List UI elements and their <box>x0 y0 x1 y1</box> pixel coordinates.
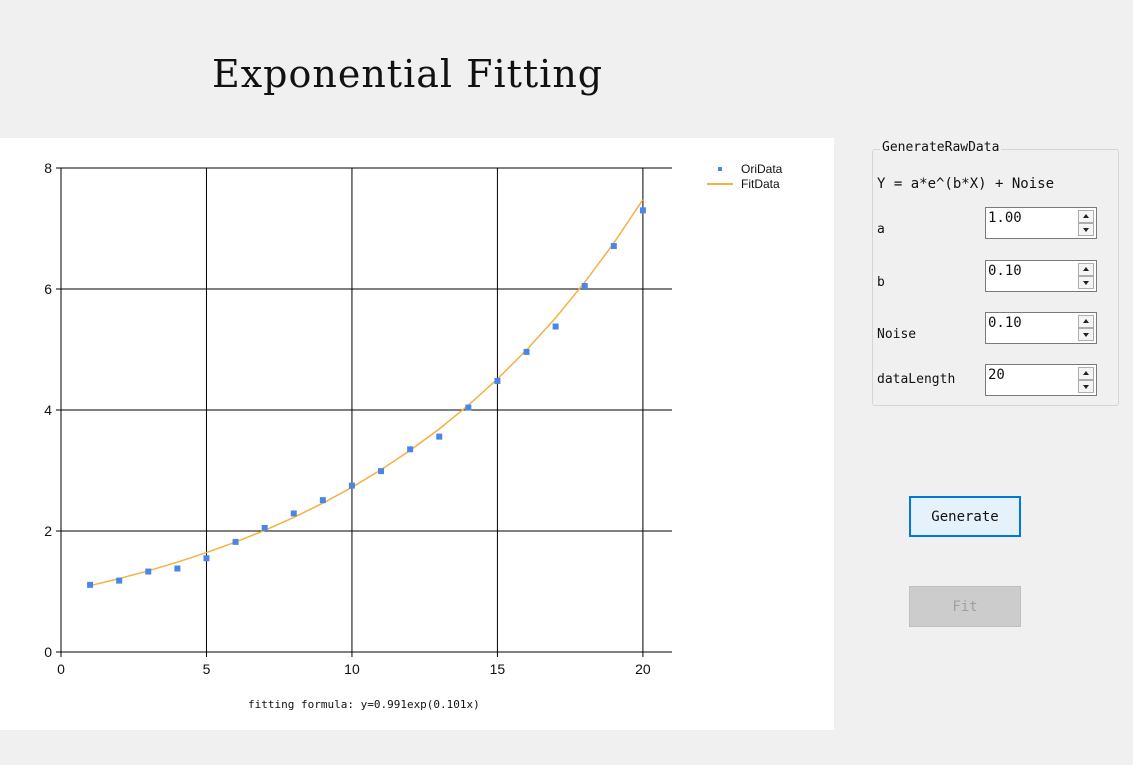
noise-increment-button[interactable] <box>1078 315 1094 328</box>
data-length-spinner[interactable]: 20 <box>985 364 1097 396</box>
up-arrow-icon <box>1083 214 1089 218</box>
down-arrow-icon <box>1083 333 1089 337</box>
up-arrow-icon <box>1083 267 1089 271</box>
data-point <box>523 348 530 355</box>
y-tick-label-8: 8 <box>44 160 52 176</box>
a-spinner[interactable]: 1.00 <box>985 207 1097 239</box>
b-label: b <box>877 275 885 290</box>
data-point <box>87 581 94 588</box>
x-tick-label-0: 0 <box>57 661 65 677</box>
data-point <box>290 510 297 517</box>
data-point <box>581 282 588 289</box>
data-point <box>494 377 501 384</box>
data-point <box>348 482 355 489</box>
up-arrow-icon <box>1083 371 1089 375</box>
down-arrow-icon <box>1083 385 1089 389</box>
b-spinner[interactable]: 0.10 <box>985 260 1097 292</box>
legend-label-oridata: OriData <box>741 162 783 176</box>
data-point <box>174 565 181 572</box>
data-length-value[interactable]: 20 <box>988 367 1005 383</box>
fit-line <box>89 199 644 587</box>
data-length-spin-buttons <box>1078 367 1094 393</box>
noise-value[interactable]: 0.10 <box>988 315 1022 331</box>
fitting-formula: fitting formula: y=0.991exp(0.101x) <box>248 698 480 711</box>
data-length-decrement-button[interactable] <box>1078 380 1094 393</box>
a-label: a <box>877 222 885 237</box>
data-point <box>610 243 617 250</box>
data-length-increment-button[interactable] <box>1078 367 1094 380</box>
up-arrow-icon <box>1083 319 1089 323</box>
data-point <box>407 446 414 453</box>
data-point <box>465 404 472 411</box>
formula-label: Y = a*e^(b*X) + Noise <box>877 176 1055 192</box>
fit-button[interactable]: Fit <box>909 586 1021 627</box>
a-decrement-button[interactable] <box>1078 223 1094 236</box>
y-tick-label-2: 2 <box>44 523 52 539</box>
b-spin-buttons <box>1078 263 1094 289</box>
legend-marker-oridata <box>718 167 722 171</box>
data-point <box>319 497 326 504</box>
axes <box>56 167 672 657</box>
y-tick-label-0: 0 <box>44 644 52 660</box>
generate-button[interactable]: Generate <box>909 496 1021 537</box>
data-point <box>552 323 559 330</box>
b-value[interactable]: 0.10 <box>988 263 1022 279</box>
a-spin-buttons <box>1078 210 1094 236</box>
x-tick-label-20: 20 <box>635 661 651 677</box>
data-point <box>261 524 268 531</box>
noise-spin-buttons <box>1078 315 1094 341</box>
exponential-chart: 0 5 10 15 20 0 2 4 6 8 OriData FitData fitting fo… <box>44 160 783 711</box>
data-point <box>203 555 210 562</box>
legend-label-fitdata: FitData <box>741 177 780 191</box>
page-title: Exponential Fitting <box>212 52 604 96</box>
y-tick-label-6: 6 <box>44 281 52 297</box>
grid-lines <box>61 167 672 652</box>
chart-panel: 0 5 10 15 20 0 2 4 6 8 OriData FitData fitting fo… <box>0 138 834 730</box>
series <box>87 199 646 588</box>
data-point <box>116 577 123 584</box>
data-point <box>378 468 385 475</box>
tick-labels: 0 5 10 15 20 0 2 4 6 8 <box>44 160 651 677</box>
data-point <box>639 207 646 214</box>
x-tick-label-5: 5 <box>203 661 211 677</box>
x-tick-label-15: 15 <box>490 661 506 677</box>
noise-decrement-button[interactable] <box>1078 328 1094 341</box>
x-tick-label-10: 10 <box>344 661 360 677</box>
down-arrow-icon <box>1083 228 1089 232</box>
data-point <box>232 538 239 545</box>
b-decrement-button[interactable] <box>1078 276 1094 289</box>
legend: OriData FitData <box>707 162 783 191</box>
noise-label: Noise <box>877 327 917 342</box>
b-increment-button[interactable] <box>1078 263 1094 276</box>
data-length-label: dataLength <box>877 372 956 387</box>
data-point <box>145 568 152 575</box>
y-tick-label-4: 4 <box>44 402 52 418</box>
a-value[interactable]: 1.00 <box>988 210 1022 226</box>
group-title: GenerateRawData <box>880 140 1002 155</box>
a-increment-button[interactable] <box>1078 210 1094 223</box>
noise-spinner[interactable]: 0.10 <box>985 312 1097 344</box>
data-point <box>436 433 443 440</box>
down-arrow-icon <box>1083 281 1089 285</box>
